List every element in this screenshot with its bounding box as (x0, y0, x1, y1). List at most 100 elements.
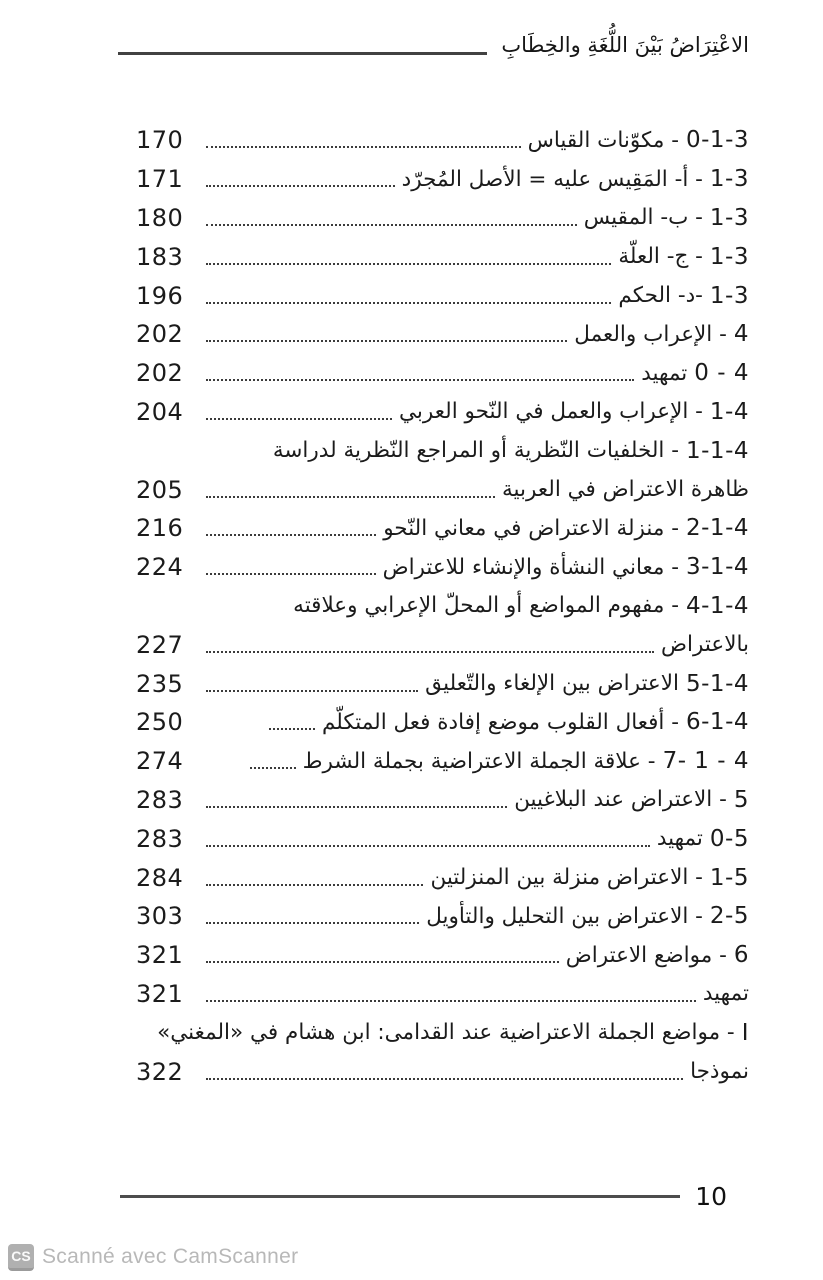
section-number: 5-0 (709, 825, 749, 852)
section-number: 4-1-3 (686, 554, 749, 581)
dotted-leader (206, 495, 496, 498)
toc-entry: 5 - الاعتراض عند البلاغيين 283 (136, 781, 749, 820)
section-number: 4-1-1 (686, 437, 749, 464)
page-ref: 183 (136, 242, 184, 271)
section-number: 4-1-5 (686, 670, 749, 697)
dotted-leader (206, 417, 392, 420)
toc-entry: 3-1 - ج- العلّة 183 (136, 237, 749, 276)
page-ref: 284 (136, 863, 184, 892)
toc-entry: 4-1 - الإعراب والعمل في النّحو العربي 20… (136, 393, 749, 432)
section-number: 4 - 0 (694, 360, 749, 387)
page-footer: 10 (120, 1182, 727, 1211)
entry-title: - الخلفيات النّظرية أو المراجع النّظرية … (272, 438, 679, 464)
section-number: 3-1 (709, 166, 749, 193)
dotted-leader (206, 689, 419, 692)
entry-title: - الاعتراض عند البلاغيين (514, 787, 727, 813)
dotted-leader (206, 883, 424, 886)
page-ref: 170 (136, 126, 184, 155)
entry-title: - أ- المَقِيس عليه = الأصل المُجرّد (401, 166, 703, 192)
dotted-leader (206, 379, 635, 382)
dotted-leader (206, 534, 377, 537)
section-number: 4-1 (709, 398, 749, 425)
entry-title: - الاعتراض بين التحليل والتأويل (426, 903, 703, 929)
toc-entry: ظاهرة الاعتراض في العربية 205 (136, 470, 749, 509)
section-number: 3-1 (709, 282, 749, 309)
folio-page-number: 10 (695, 1182, 727, 1211)
dotted-leader (206, 185, 395, 188)
dotted-leader (206, 922, 420, 925)
toc-entry: 4 - الإعراب والعمل 202 (136, 315, 749, 354)
page-ref: 180 (136, 203, 184, 232)
entry-title: تمهيد (702, 981, 749, 1007)
page-ref: 250 (136, 708, 184, 737)
dotted-leader (206, 650, 655, 653)
toc-entry: 3-1 - أ- المَقِيس عليه = الأصل المُجرّد … (136, 160, 749, 199)
page-ref: 171 (136, 165, 184, 194)
table-of-contents: 3-1-0 - مكوّنات القياس 170 3-1 - أ- المَ… (136, 121, 749, 1091)
entry-title: تمهيد (641, 360, 688, 386)
page-ref: 224 (136, 553, 184, 582)
page-ref: 204 (136, 397, 184, 426)
section-number: 3-1 (709, 243, 749, 270)
dotted-leader (206, 844, 650, 847)
section-number: 4 (733, 321, 749, 348)
book-title: الاعْتِرَاضُ بَيْنَ اللُّغَةِ والخِطَابِ (501, 33, 749, 57)
entry-title: -د- الحكم (618, 283, 703, 309)
toc-entry: 4-1-6 - أفعال القلوب موضع إفادة فعل المت… (136, 703, 749, 742)
entry-title: - مفهوم المواضع أو المحلّ الإعرابي وعلاق… (293, 593, 679, 619)
toc-entry: تمهيد 321 (136, 975, 749, 1014)
toc-entry: 5-0 تمهيد 283 (136, 819, 749, 858)
page-ref: 321 (136, 941, 184, 970)
section-number: 4 - 1 -7 (662, 748, 749, 775)
dotted-leader (206, 301, 612, 304)
entry-title: نموذجا (690, 1059, 749, 1085)
entry-title: - الاعتراض منزلة بين المنزلتين (430, 865, 703, 891)
entry-title: - الإعراب والعمل في النّحو العربي (399, 399, 703, 425)
page-ref: 196 (136, 281, 184, 310)
section-number: 3-1-0 (686, 127, 749, 154)
dotted-leader (268, 728, 315, 731)
toc-entry: 4-1-3 - معاني النشأة والإنشاء للاعتراض 2… (136, 548, 749, 587)
section-number: 5-1 (709, 864, 749, 891)
running-head: الاعْتِرَاضُ بَيْنَ اللُّغَةِ والخِطَابِ (118, 26, 749, 66)
entry-title: بالاعتراض (661, 632, 749, 658)
toc-entry: 4-1-2 - منزلة الاعتراض في معاني النّحو 2… (136, 509, 749, 548)
entry-title: - ب- المقيس (583, 205, 703, 231)
dotted-leader (206, 340, 568, 343)
toc-entry: 6 - مواضع الاعتراض 321 (136, 936, 749, 975)
entry-title: - معاني النشأة والإنشاء للاعتراض (382, 554, 679, 580)
entry-title: - مواضع الجملة الاعتراضية عند القدامى: ا… (157, 1020, 735, 1046)
entry-title: - ج- العلّة (618, 244, 703, 270)
page-ref: 205 (136, 475, 184, 504)
section-number: 6 (733, 942, 749, 969)
page-ref: 283 (136, 824, 184, 853)
page-ref: 322 (136, 1057, 184, 1086)
section-number: 4-1-6 (686, 709, 749, 736)
entry-title: - علاقة الجملة الاعتراضية بجملة الشرط (302, 748, 656, 774)
entry-title: الاعتراض بين الإلغاء والتّعليق (425, 671, 679, 697)
entry-title: - الإعراب والعمل (574, 321, 727, 347)
header-rule (118, 52, 488, 56)
dotted-leader (206, 805, 508, 808)
toc-entry: 4-1-5 الاعتراض بين الإلغاء والتّعليق 235 (136, 664, 749, 703)
toc-entry: 4-1-4 - مفهوم المواضع أو المحلّ الإعرابي… (136, 587, 749, 626)
camscanner-text: Scanné avec CamScanner (42, 1245, 299, 1268)
section-number: 5 (733, 786, 749, 813)
page-ref: 202 (136, 320, 184, 349)
footer-rule (120, 1194, 681, 1199)
camscanner-logo-icon: CS (8, 1243, 34, 1271)
page-ref: 321 (136, 979, 184, 1008)
entry-title: - منزلة الاعتراض في معاني النّحو (383, 515, 679, 541)
dotted-leader (206, 573, 376, 576)
entry-title: - مكوّنات القياس (527, 127, 679, 153)
toc-entry: 3-1 -د- الحكم 196 (136, 276, 749, 315)
entry-title: - أفعال القلوب موضع إفادة فعل المتكلّم (321, 709, 679, 735)
toc-entry: I - مواضع الجملة الاعتراضية عند القدامى:… (136, 1013, 749, 1052)
dotted-leader (206, 223, 577, 226)
section-number: 3-1 (709, 204, 749, 231)
camscanner-watermark: CS Scanné avec CamScanner (0, 1234, 823, 1280)
toc-entry: 5-1 - الاعتراض منزلة بين المنزلتين 284 (136, 858, 749, 897)
entry-title: ظاهرة الاعتراض في العربية (502, 477, 749, 503)
dotted-leader (206, 146, 521, 149)
toc-entry: 3-1 - ب- المقيس 180 (136, 199, 749, 238)
